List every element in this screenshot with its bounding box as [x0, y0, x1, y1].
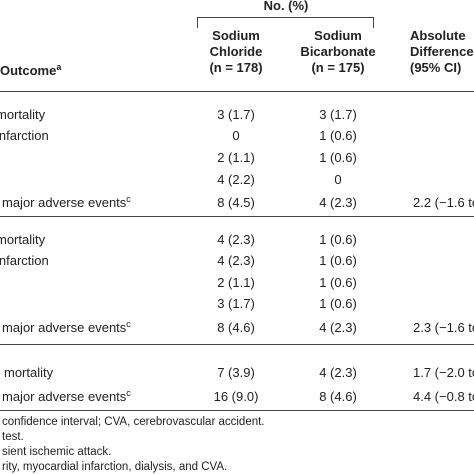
cell: 3 (1.7)	[217, 107, 255, 122]
cell: 2.2 (−1.6 to	[413, 195, 474, 210]
row-label: infarction	[0, 128, 49, 144]
group-header: No. (%)	[263, 0, 309, 13]
column-header: (n = 178)	[209, 60, 263, 75]
footnote-mark: c	[126, 194, 131, 204]
footnote: rity, myocardial infarction, dialysis, a…	[2, 461, 228, 473]
cell: 8 (4.5)	[217, 195, 255, 210]
cell: 2 (1.1)	[217, 275, 255, 290]
row-label-text: major adverse events	[2, 320, 127, 335]
cell: 1 (0.6)	[319, 253, 357, 268]
row-label-text: mortality	[0, 107, 46, 122]
cell: 0	[232, 128, 240, 143]
row-label-text: mortality	[0, 232, 46, 247]
cell: 8 (4.6)	[217, 320, 255, 335]
row-label-text: major adverse events	[2, 195, 127, 210]
footnote: sient ischemic attack.	[2, 446, 112, 458]
row-label: major adverse eventsc	[2, 195, 131, 211]
row-label-text: infarction	[0, 128, 49, 143]
column-header: Difference	[410, 44, 474, 59]
row-label: mortality	[4, 365, 53, 381]
row-label: major adverse eventsc	[2, 389, 131, 405]
cell: 1 (0.6)	[319, 128, 357, 143]
column-header: Absolute	[410, 28, 466, 43]
cell: 0	[334, 172, 342, 187]
cell: 3 (1.7)	[319, 107, 357, 122]
footnote-mark: c	[126, 319, 131, 329]
column-header: Chloride	[209, 44, 263, 59]
outcome-header: Outcomea	[0, 62, 62, 79]
row-label: mortality	[0, 232, 45, 248]
cell: 4 (2.3)	[319, 320, 357, 335]
footnote-mark: c	[126, 388, 131, 398]
cell: 4 (2.3)	[217, 253, 255, 268]
column-header: Bicarbonate	[300, 44, 376, 59]
cell: 2 (1.1)	[217, 150, 255, 165]
group-bracket	[197, 17, 374, 28]
cell: 1 (0.6)	[319, 275, 357, 290]
cell: 3 (1.7)	[217, 296, 255, 311]
cell: 4 (2.3)	[217, 232, 255, 247]
row-label: infarction	[0, 253, 49, 269]
cell: 4.4 (−0.8 to	[413, 389, 474, 404]
cell: 4 (2.3)	[319, 365, 357, 380]
cell: 1.7 (−2.0 to	[413, 365, 474, 380]
cell: 4 (2.3)	[319, 195, 357, 210]
column-header: (n = 175)	[311, 60, 365, 75]
cell: 4 (2.2)	[217, 172, 255, 187]
footnote: confidence interval; CVA, cerebrovascula…	[2, 416, 265, 428]
cell: 1 (0.6)	[319, 150, 357, 165]
cell: 7 (3.9)	[217, 365, 255, 380]
column-header: (95% CI)	[410, 60, 462, 75]
rule	[0, 410, 474, 411]
row-label-text: infarction	[0, 253, 49, 268]
footnote-mark: a	[56, 62, 62, 72]
column-header: Sodium	[314, 28, 362, 43]
cell: 16 (9.0)	[213, 389, 259, 404]
rule	[0, 91, 474, 92]
cell: 2.3 (−1.6 to	[413, 320, 474, 335]
column-header: Sodium	[212, 28, 260, 43]
row-label-text: mortality	[4, 365, 54, 380]
row-label: major adverse eventsc	[2, 320, 131, 336]
row-label-text: major adverse events	[2, 389, 127, 404]
cell: 1 (0.6)	[319, 232, 357, 247]
footnote: test.	[2, 431, 24, 443]
rule	[0, 344, 474, 345]
rule	[0, 216, 474, 217]
cell: 8 (4.6)	[319, 389, 357, 404]
row-label: mortality	[0, 107, 45, 123]
cell: 1 (0.6)	[319, 296, 357, 311]
